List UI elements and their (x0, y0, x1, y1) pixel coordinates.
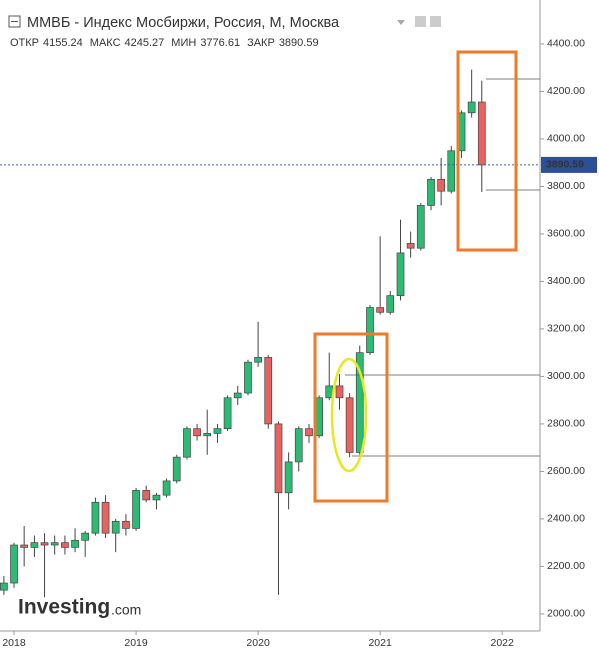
candle-body (111, 520, 120, 534)
candle-body (396, 252, 405, 297)
gear-icon[interactable] (430, 16, 441, 27)
y-tick-label: 2600.00 (547, 465, 585, 477)
y-tick-label: 4000.00 (547, 133, 585, 145)
candle-body (183, 428, 191, 458)
highlight-box (313, 332, 389, 503)
candle-body (294, 428, 303, 463)
candle-body (233, 392, 242, 399)
candle-body (172, 456, 181, 482)
candle-body (20, 544, 29, 548)
y-tick-label: 3800.00 (547, 180, 585, 192)
candle-body (30, 542, 39, 548)
y-tick-label: 3200.00 (547, 323, 585, 335)
candle-body (223, 397, 232, 430)
chart-title: ММВБ - Индекс Мосбиржи, Россия, М, Москв… (27, 15, 340, 31)
x-tick-label: 2019 (124, 637, 148, 649)
x-tick-label: 2021 (368, 637, 392, 649)
candle-body (335, 385, 344, 399)
x-tick-label: 2018 (2, 637, 26, 649)
candle-body (437, 178, 446, 192)
ohlc-label: ОТКР (10, 37, 39, 49)
candle-body (355, 352, 364, 453)
ohlc-readout: ОТКР 4155.24 МАКС 4245.27 МИН 3776.61 ЗАКР 3890… (10, 37, 319, 49)
candle-body (427, 178, 435, 206)
candle-body (254, 357, 262, 363)
candle-body (40, 542, 49, 546)
candle-body (315, 397, 323, 437)
highlight-box (456, 50, 518, 252)
candle-body (416, 205, 425, 249)
x-tick-label: 2020 (246, 637, 270, 649)
candle-body (81, 532, 90, 541)
last-price-box (541, 156, 597, 173)
ohlc-label: МАКС (90, 37, 121, 49)
y-tick-label: 4200.00 (547, 85, 585, 97)
highlight-ellipse (330, 357, 368, 473)
candle-body (284, 461, 293, 494)
candle-body (0, 582, 8, 591)
y-tick-label: 2000.00 (547, 608, 585, 620)
candle-body (91, 501, 100, 534)
candle-body (213, 428, 222, 434)
candle-body (447, 150, 456, 192)
candle-body (152, 494, 161, 501)
candle-body (386, 295, 395, 313)
y-tick-label: 3400.00 (547, 275, 585, 287)
candle-body (193, 428, 201, 437)
candle-body (376, 307, 384, 313)
candle-body (366, 307, 374, 354)
candle-body (264, 357, 273, 425)
ohlc-value: 3890.59 (279, 37, 319, 49)
y-tick-label: 2800.00 (547, 418, 585, 430)
candle-body (132, 490, 140, 529)
candle-body (61, 542, 69, 548)
last-price-label: 3890.59 (546, 159, 584, 171)
candle-body (345, 397, 354, 453)
ohlc-value: 3776.61 (200, 37, 240, 49)
candle-body (101, 501, 110, 534)
watermark-suffix: .com (111, 602, 141, 618)
candle-body (122, 520, 130, 529)
ohlc-label: МИН (171, 37, 196, 49)
candle-body (406, 243, 415, 249)
dropdown-icon[interactable] (397, 20, 405, 25)
candle-body (203, 433, 212, 437)
y-tick-label: 2200.00 (547, 560, 585, 572)
candle-body (142, 490, 151, 501)
ohlc-value: 4155.24 (43, 37, 83, 49)
y-tick-label: 3000.00 (547, 370, 585, 382)
ohlc-label: ЗАКР (247, 37, 275, 49)
candle-body (50, 542, 59, 546)
candle-body (477, 101, 486, 166)
x-tick-label: 2022 (490, 637, 514, 649)
y-tick-label: 4400.00 (547, 38, 585, 50)
candle-body (467, 101, 476, 114)
y-tick-label: 3600.00 (547, 228, 585, 240)
y-tick-label: 2400.00 (547, 513, 585, 525)
candle-body (10, 544, 18, 584)
candle-body (71, 539, 79, 548)
ohlc-value: 4245.27 (125, 37, 165, 49)
candle-body (305, 428, 313, 437)
settings-icon[interactable] (415, 16, 426, 27)
candle-body (274, 423, 283, 494)
candle-body (244, 361, 252, 394)
watermark: Investing (18, 596, 110, 619)
candle-body (162, 480, 171, 496)
